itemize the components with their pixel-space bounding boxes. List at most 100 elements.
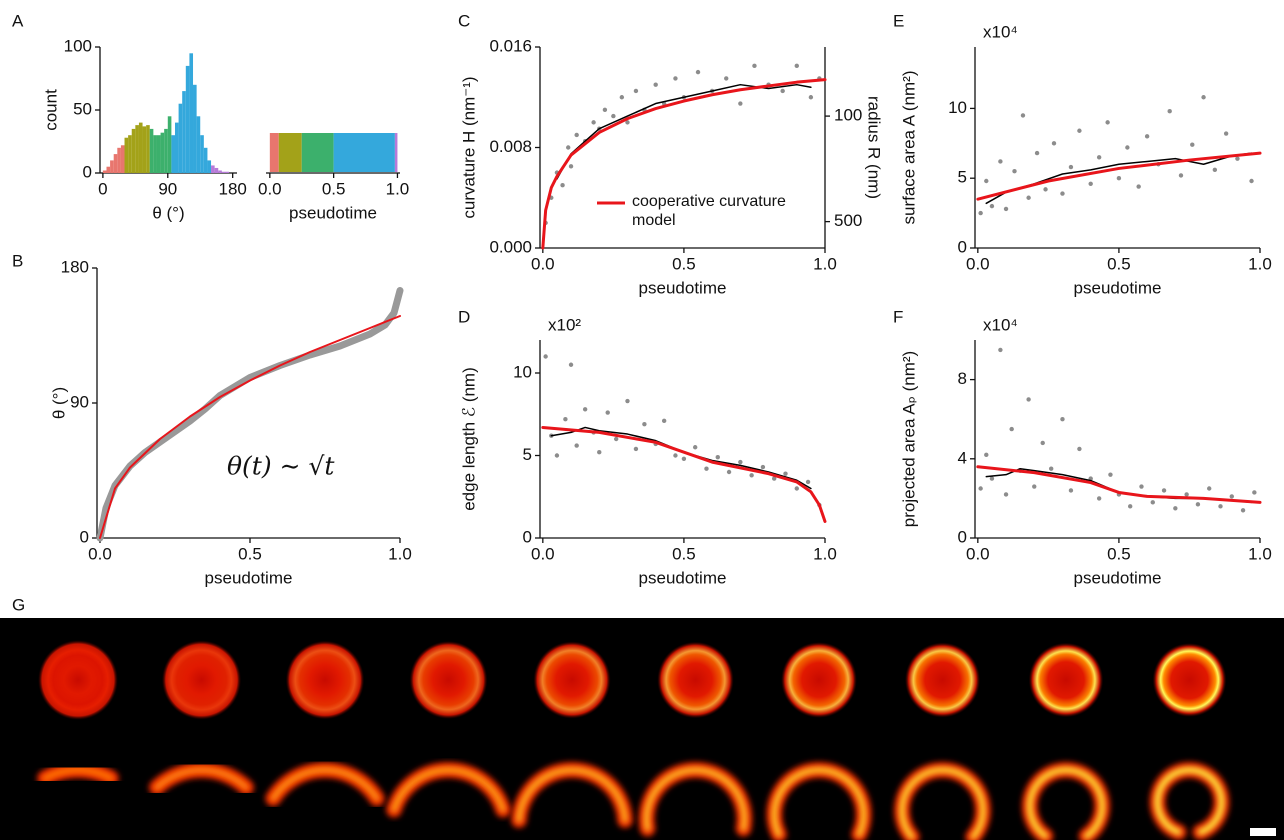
scatter-point	[783, 471, 788, 476]
scatter-point	[1060, 417, 1065, 422]
side-view-image	[1026, 767, 1106, 840]
scatter-point	[1034, 150, 1040, 156]
pseudotime-segment	[269, 133, 279, 172]
y-axis-label: count	[41, 89, 60, 131]
scatter-point	[1096, 155, 1102, 160]
scale-label: x10⁴	[983, 315, 1018, 334]
y-tick-label: 5	[523, 445, 532, 464]
top-view-image	[1152, 643, 1227, 717]
panel-letter: G	[12, 595, 25, 614]
scatter-point	[1026, 195, 1031, 200]
scatter-point	[574, 132, 579, 138]
scatter-point	[984, 178, 989, 184]
scatter-point	[749, 473, 754, 478]
x-tick-label: 0.0	[531, 254, 555, 273]
histogram-bar	[200, 135, 204, 173]
scatter-point	[653, 82, 658, 87]
scatter-point	[1201, 95, 1206, 100]
top-view-image	[38, 640, 118, 720]
pseudotime-segment	[394, 133, 398, 172]
scatter-point	[619, 95, 625, 100]
x-tick-label: 90	[158, 179, 177, 198]
scatter-point	[602, 107, 608, 113]
scatter-point	[794, 63, 799, 69]
line	[541, 425, 827, 523]
histogram-bar	[221, 171, 226, 173]
side-view-image	[899, 767, 986, 840]
scatter-point	[1068, 488, 1074, 493]
y-tick-label: 100	[64, 36, 92, 55]
scatter-point	[1105, 120, 1110, 125]
histogram-bar	[160, 132, 165, 173]
scatter-point	[1144, 134, 1150, 139]
side-view-image	[771, 767, 867, 838]
scatter-point	[984, 452, 989, 458]
top-view-image	[657, 641, 734, 719]
scatter-point	[1060, 191, 1065, 196]
side-view-image	[515, 767, 629, 824]
scatter-point	[633, 446, 639, 452]
scatter-point	[1009, 426, 1014, 432]
top-view-image	[1028, 642, 1104, 718]
histogram-bar	[225, 171, 230, 173]
y-tick-label: 0	[83, 162, 92, 181]
scatter-point	[563, 417, 568, 422]
scatter-point	[681, 456, 687, 461]
y-axis-label: θ (°)	[49, 387, 68, 419]
side-view-image	[643, 767, 748, 832]
scatter-point	[1096, 496, 1102, 501]
scatter-point	[1136, 184, 1141, 189]
scatter-point	[560, 182, 565, 188]
y-tick-label: 90	[70, 392, 89, 411]
legend-label: cooperative curvature model	[632, 193, 786, 229]
y-tick-label: 50	[73, 99, 92, 118]
scatter-point	[692, 445, 698, 450]
y2-tick-label: 100	[834, 106, 862, 125]
histogram-bar	[156, 135, 161, 173]
scatter-point	[715, 454, 720, 460]
scatter-point	[1150, 500, 1155, 505]
scatter-point	[772, 476, 777, 481]
histogram-bar	[142, 126, 147, 173]
scatter-point	[1167, 109, 1172, 114]
histogram-bar	[149, 128, 154, 173]
scatter-point	[1249, 178, 1254, 184]
scatter-point	[1116, 176, 1122, 181]
scatter-point	[1032, 484, 1037, 489]
scatter-point	[1229, 494, 1234, 499]
line	[541, 78, 827, 250]
scatter-point	[780, 88, 785, 94]
pseudotime-segment	[301, 133, 334, 172]
x-axis-label: pseudotime	[1074, 278, 1162, 297]
scatter-point	[726, 469, 732, 475]
scatter-point	[752, 63, 757, 69]
y-tick-label: 0.008	[489, 137, 532, 156]
y-tick-label: 0	[523, 527, 532, 546]
histogram-bar	[218, 170, 222, 173]
scatter-point	[1139, 484, 1144, 489]
histogram-bar	[113, 154, 118, 173]
histogram-bar	[102, 170, 107, 173]
scatter-point	[568, 362, 574, 367]
scatter-point	[1235, 156, 1240, 161]
y-axis-label: surface area A (nm²)	[899, 70, 918, 224]
line	[96, 287, 404, 542]
panel-letter: D	[458, 307, 470, 326]
histogram-bar	[117, 147, 121, 173]
x-axis-label: pseudotime	[639, 568, 727, 587]
x-axis-label: pseudotime	[289, 203, 377, 222]
histogram-bar	[131, 128, 136, 173]
histogram-bar	[110, 160, 114, 173]
scatter-point	[1077, 446, 1082, 452]
line	[976, 151, 1262, 201]
scatter-point	[738, 459, 743, 465]
x-tick-label: 0.0	[88, 544, 112, 563]
scatter-point	[625, 398, 630, 404]
scatter-point	[805, 479, 811, 485]
scatter-point	[738, 101, 743, 106]
histogram-bar	[124, 137, 129, 173]
scatter-point	[998, 347, 1003, 353]
histogram-bar	[138, 122, 143, 173]
scatter-point	[1088, 181, 1093, 186]
